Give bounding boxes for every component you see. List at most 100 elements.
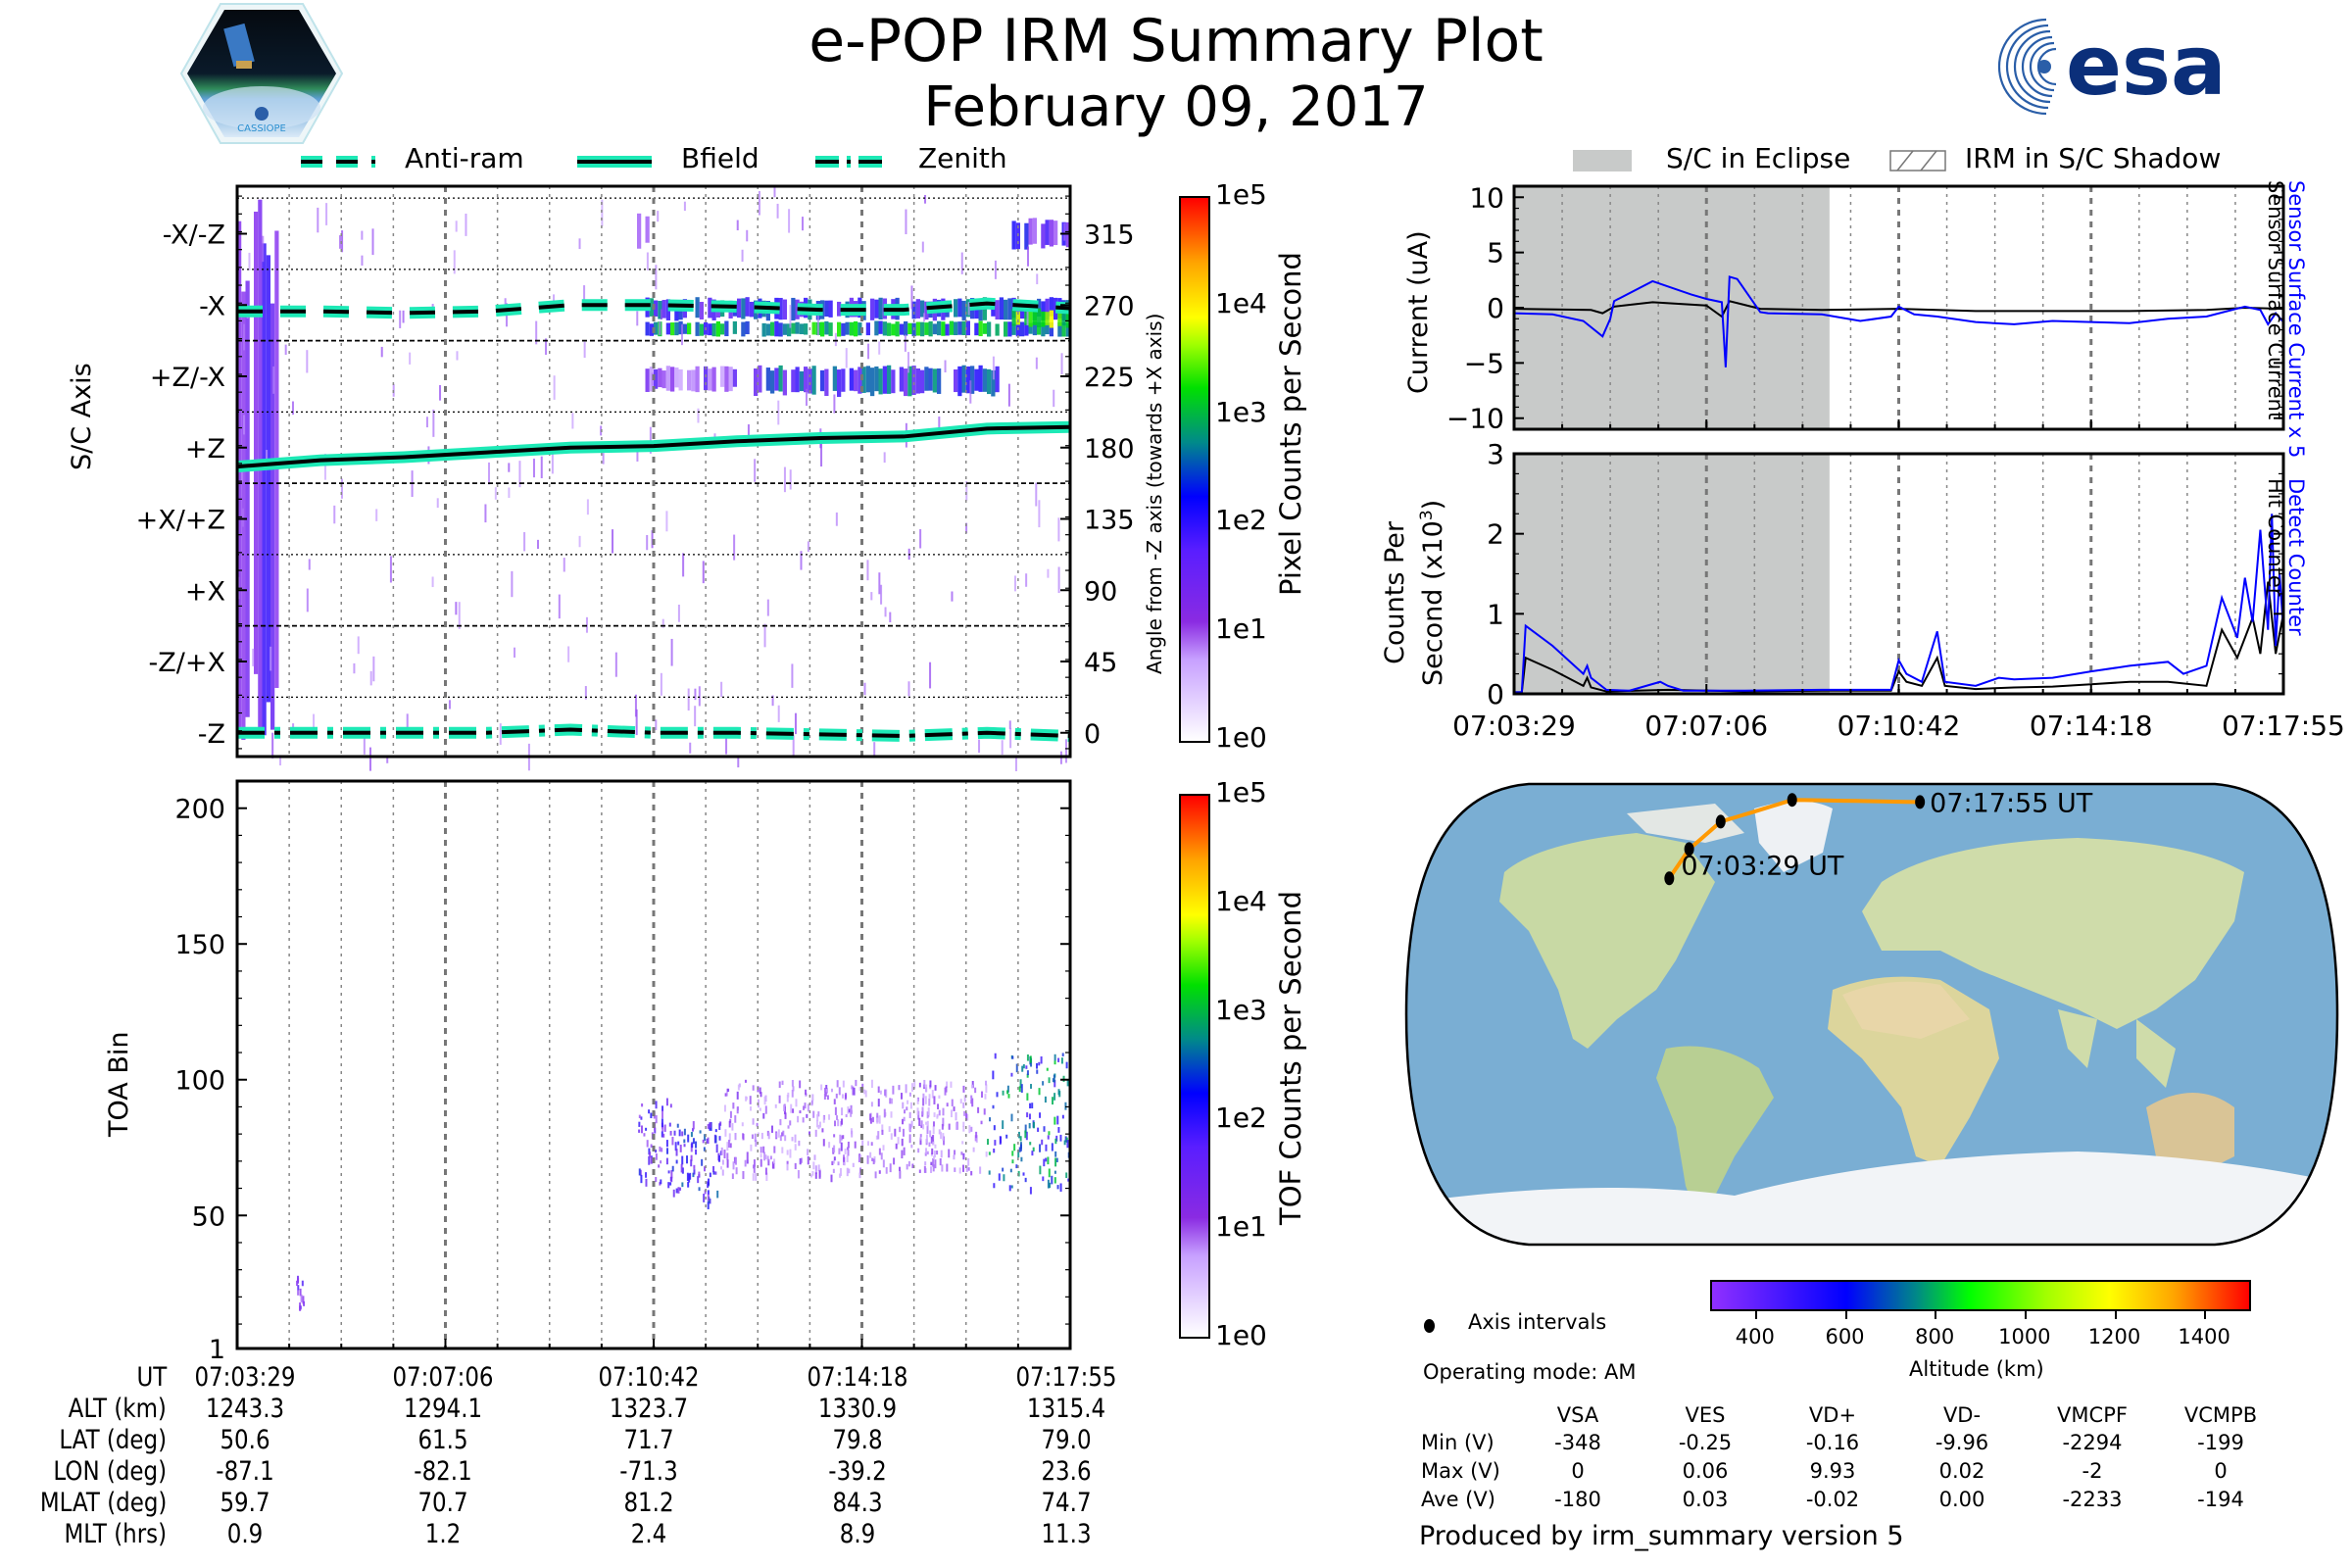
spectrogram-pixel bbox=[1037, 298, 1042, 317]
y-tick-label-right: 180 bbox=[1084, 434, 1135, 465]
toa-pixel bbox=[693, 1164, 696, 1169]
colorbar-tick-label: 1e5 bbox=[1215, 776, 1267, 808]
toa-pixel bbox=[988, 1170, 991, 1175]
spectrogram-pixel bbox=[655, 719, 658, 731]
toa-pixel bbox=[993, 1125, 996, 1131]
toa-pixel bbox=[996, 1092, 999, 1098]
toa-pixel bbox=[753, 1164, 756, 1173]
toa-pixel bbox=[811, 1171, 814, 1176]
toa-pixel bbox=[726, 1159, 729, 1168]
toa-pixel bbox=[690, 1132, 693, 1138]
spectrogram-pixel bbox=[1054, 220, 1058, 246]
spectrogram-pixel bbox=[965, 522, 968, 534]
spectrogram-pixel bbox=[795, 321, 800, 334]
toa-pixel bbox=[665, 1140, 668, 1148]
spectrogram-pixel bbox=[747, 424, 750, 440]
toa-pixel bbox=[932, 1125, 935, 1135]
spectrogram-pixel bbox=[978, 365, 983, 392]
spectrogram-pixel bbox=[824, 320, 829, 335]
toa-pixel bbox=[1045, 1157, 1048, 1162]
spectrogram-pixel bbox=[380, 346, 383, 358]
voltage-cell: 9.93 bbox=[1809, 1459, 1856, 1483]
ephemeris-cell: 1330.9 bbox=[817, 1394, 898, 1424]
spectrogram-pixel bbox=[455, 220, 458, 232]
toa-pixel bbox=[876, 1115, 879, 1124]
spectrogram-pixel bbox=[924, 301, 929, 320]
spectrogram-pixel bbox=[1032, 321, 1037, 336]
toa-pixel bbox=[729, 1110, 732, 1118]
toa-pixel bbox=[932, 1121, 935, 1127]
toa-pixel bbox=[940, 1150, 943, 1158]
y-tick-label-left: -X bbox=[199, 291, 225, 321]
spectrogram-pixel bbox=[737, 298, 742, 318]
spectrogram-pixel bbox=[732, 320, 737, 334]
spectrogram-pixel bbox=[1008, 720, 1011, 729]
ephemeris-cell: 07:17:55 bbox=[1015, 1362, 1117, 1393]
ephemeris-row-label: MLT (hrs) bbox=[64, 1519, 167, 1549]
toa-pixel bbox=[707, 1194, 710, 1201]
toa-pixel bbox=[836, 1080, 839, 1088]
spectrogram-pixel bbox=[313, 713, 316, 739]
toa-pixel bbox=[922, 1093, 925, 1099]
toa-pixel bbox=[655, 1177, 658, 1183]
toa-pixel bbox=[839, 1168, 842, 1177]
toa-pixel bbox=[965, 1165, 968, 1173]
x-tick-label: 07:10:42 bbox=[1838, 710, 1961, 742]
toa-pixel bbox=[760, 1132, 763, 1140]
eclipse-region bbox=[1514, 186, 1830, 429]
toa-pixel bbox=[816, 1113, 819, 1122]
spectrogram-pixel bbox=[720, 323, 725, 335]
toa-pixel bbox=[807, 1103, 809, 1112]
spectrogram-pixel bbox=[266, 255, 270, 703]
spectrogram-pixel bbox=[654, 300, 659, 318]
spectrogram-pixel bbox=[353, 662, 356, 674]
toa-pixel bbox=[1054, 1116, 1056, 1125]
toa-pixel bbox=[876, 1112, 879, 1118]
spectrogram-pixel bbox=[761, 322, 766, 337]
toa-pixel bbox=[821, 1128, 824, 1133]
voltage-cell: -348 bbox=[1554, 1431, 1601, 1454]
spectrogram-pixel bbox=[1004, 321, 1008, 337]
toa-pixel bbox=[709, 1172, 711, 1178]
spectrogram-pixel bbox=[687, 369, 692, 391]
toa-pixel bbox=[683, 1144, 686, 1148]
tof-colorbar-ticks: 1e0 1e1 1e2 1e3 1e4 1e5 bbox=[1215, 776, 1274, 1351]
ephemeris-row-label: MLAT (deg) bbox=[39, 1488, 167, 1518]
toa-pixel bbox=[907, 1160, 910, 1167]
toa-pixel bbox=[1030, 1084, 1033, 1089]
toa-pixel bbox=[667, 1170, 670, 1174]
toa-pixel bbox=[1003, 1174, 1005, 1182]
toa-pixel bbox=[1059, 1134, 1062, 1142]
toa-pixel bbox=[917, 1110, 920, 1120]
toa-pixel bbox=[807, 1149, 809, 1155]
spectrogram-pixel bbox=[874, 320, 879, 336]
continent-australia bbox=[2146, 1093, 2234, 1176]
ephemeris-cell: -82.1 bbox=[414, 1456, 472, 1487]
toa-pixel bbox=[942, 1107, 945, 1116]
spectrogram-pixel bbox=[1041, 311, 1046, 327]
spectrogram-pixel bbox=[584, 686, 587, 700]
spectrogram-pixel bbox=[965, 480, 968, 501]
toa-pixel bbox=[697, 1176, 700, 1184]
spectrogram-pixel bbox=[583, 341, 586, 359]
toa-pixel bbox=[767, 1132, 770, 1140]
spectrogram-pixel bbox=[845, 348, 848, 368]
spectrogram-pixel bbox=[662, 300, 666, 318]
y-tick-label-right: 90 bbox=[1084, 576, 1117, 607]
toa-pixel bbox=[781, 1147, 784, 1153]
spectrogram-pixel bbox=[494, 487, 497, 500]
toa-pixel bbox=[837, 1161, 840, 1166]
toa-pixel bbox=[955, 1111, 957, 1121]
toa-pixel bbox=[1054, 1060, 1056, 1065]
toa-pixel bbox=[992, 1070, 995, 1080]
toa-pixel bbox=[936, 1113, 939, 1118]
current-ylabel: Current (uA) bbox=[1403, 230, 1434, 394]
toa-pixel bbox=[925, 1134, 928, 1144]
toa-pixel bbox=[960, 1152, 963, 1155]
colorbar-tick-label: 1e3 bbox=[1215, 993, 1267, 1026]
toa-pixel bbox=[943, 1136, 946, 1146]
spectrogram-pixel bbox=[765, 323, 770, 336]
spectrogram-pixel bbox=[453, 250, 456, 274]
toa-pixel bbox=[786, 1163, 789, 1171]
